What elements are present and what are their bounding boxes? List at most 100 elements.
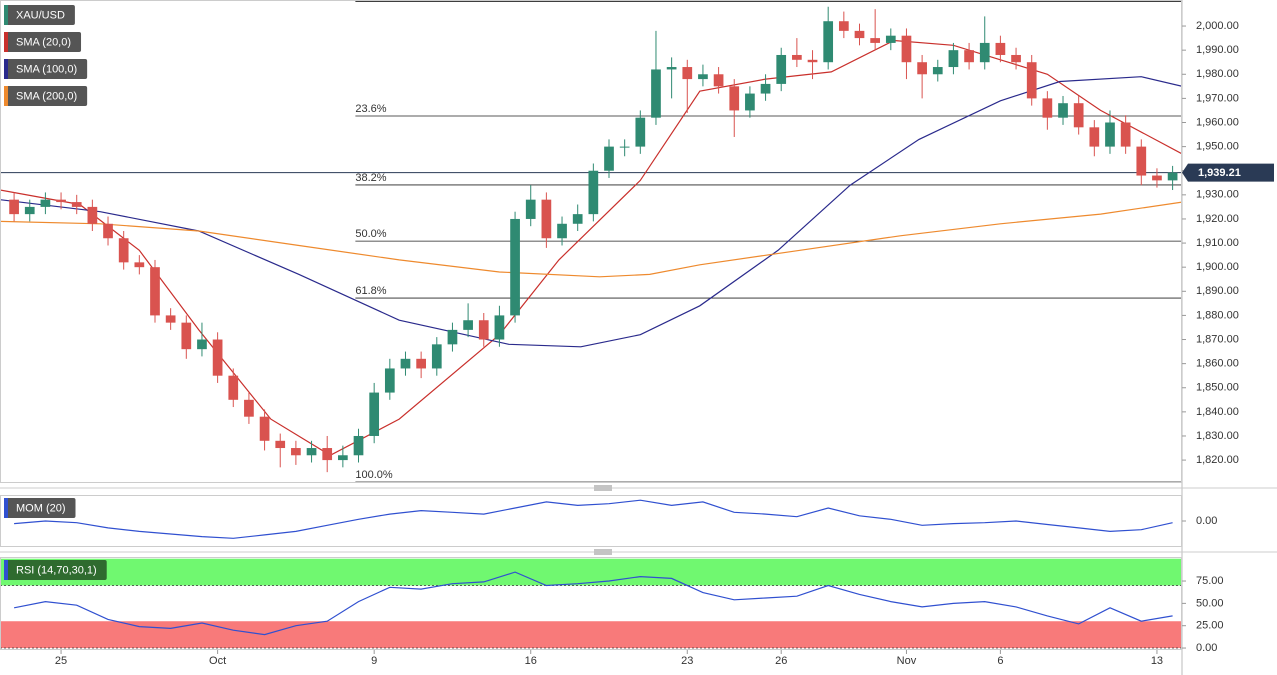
candle-body: [525, 199, 536, 219]
y-tick-label: 1,980.00: [1196, 68, 1239, 80]
candle-body: [9, 199, 19, 215]
candle-body: [1073, 103, 1084, 128]
candle-body: [56, 199, 66, 203]
y-tick-label: 1,890.00: [1196, 285, 1239, 297]
candle-body: [291, 448, 301, 456]
candle-body: [400, 358, 411, 369]
legend-swatch: [4, 498, 8, 518]
x-tick-label: 9: [371, 655, 377, 667]
candle-body: [87, 206, 98, 224]
fib-label: 50.0%: [355, 228, 386, 240]
candle-body: [353, 435, 364, 456]
candle-body: [40, 199, 51, 207]
candle-body: [510, 218, 520, 316]
candle-body: [431, 344, 442, 369]
y-tick-label: 50.00: [1196, 597, 1224, 609]
candle-body: [979, 42, 990, 63]
y-tick-label: 25.00: [1196, 620, 1224, 632]
candle-body: [118, 238, 129, 263]
series-line: [14, 499, 1173, 539]
plot-area: [14, 499, 1173, 539]
last-price-label: 1,939.21: [1198, 167, 1241, 179]
candle-body: [838, 21, 849, 31]
legend-item: MOM (20): [4, 498, 76, 518]
legend-box: [4, 32, 82, 52]
legend-item: SMA (200,0): [4, 86, 88, 106]
candle-body: [322, 448, 333, 461]
legend-swatch: [4, 59, 8, 79]
candle-body: [885, 35, 896, 43]
y-tick-label: 1,860.00: [1196, 358, 1239, 370]
legend-label: SMA (200,0): [16, 90, 77, 102]
series-line: [13, 571, 1173, 636]
candle-body: [150, 267, 160, 316]
band: [0, 621, 1182, 649]
y-tick-label: 1,900.00: [1196, 261, 1239, 273]
y-tick-label: 1,920.00: [1196, 213, 1239, 225]
band: [0, 558, 1182, 586]
candle-body: [760, 83, 771, 94]
candle-body: [964, 50, 974, 63]
fib-label: 100.0%: [355, 469, 393, 481]
y-tick-label: 75.00: [1196, 575, 1224, 587]
legend-item: SMA (20,0): [4, 32, 82, 52]
candle-body: [698, 74, 708, 80]
legend-box: [4, 498, 76, 518]
candle-body: [71, 202, 82, 207]
x-tick-label: Nov: [897, 655, 917, 667]
y-tick-label: 1,880.00: [1196, 309, 1239, 321]
candle-body: [917, 62, 927, 75]
panel-frame: [0, 495, 1182, 547]
candle-body: [369, 392, 380, 436]
y-tick-label: 1,840.00: [1196, 406, 1239, 418]
candle-body: [557, 223, 567, 239]
candle-body: [24, 206, 35, 215]
candle-body: [1105, 122, 1115, 147]
y-tick-label: 0.00: [1196, 515, 1217, 527]
candle-body: [995, 42, 1006, 55]
y-tick-label: 1,850.00: [1196, 382, 1239, 394]
candle-body: [776, 54, 787, 84]
x-tick-label: Oct: [209, 655, 226, 667]
legend-label: SMA (100,0): [16, 63, 77, 75]
candle-body: [447, 329, 458, 345]
candle-body: [1058, 103, 1068, 118]
candle-body: [682, 67, 693, 80]
legend-label: XAU/USD: [16, 9, 65, 21]
y-tick-label: 1,960.00: [1196, 116, 1239, 128]
candle-body: [635, 117, 646, 147]
legend-box: [4, 86, 88, 106]
legend-swatch: [4, 560, 8, 580]
candle-body: [134, 262, 145, 268]
y-tick-label: 0.00: [1196, 642, 1217, 654]
legend-item: XAU/USD: [4, 5, 75, 25]
panel-handle: [594, 485, 612, 555]
legend-label: MOM (20): [16, 502, 66, 514]
x-tick-label: 6: [997, 655, 1003, 667]
candle-body: [901, 35, 912, 63]
legend-label: RSI (14,70,30,1): [16, 564, 97, 576]
y-tick-label: 1,870.00: [1196, 333, 1239, 345]
fib-label: 38.2%: [355, 172, 386, 184]
legend-box: [4, 59, 88, 79]
candle-body: [165, 315, 176, 323]
candle-body: [1089, 127, 1100, 147]
plot-area: [0, 558, 1182, 649]
legend-swatch: [4, 32, 8, 52]
candle-body: [212, 339, 223, 376]
candle-body: [604, 146, 614, 171]
y-tick-label: 1,820.00: [1196, 454, 1239, 466]
candle-body: [932, 67, 943, 75]
candle-body: [181, 322, 192, 350]
legend-item: RSI (14,70,30,1): [4, 560, 107, 580]
x-tick-label: 25: [55, 655, 67, 667]
y-tick-label: 1,990.00: [1196, 44, 1239, 56]
candle-body: [103, 223, 113, 239]
candle-body: [1152, 175, 1162, 181]
candle-body: [1011, 54, 1021, 63]
candle-body: [870, 38, 881, 43]
candle-body: [384, 368, 395, 393]
candle-body: [541, 199, 552, 239]
last-price-tag: [1182, 163, 1274, 182]
